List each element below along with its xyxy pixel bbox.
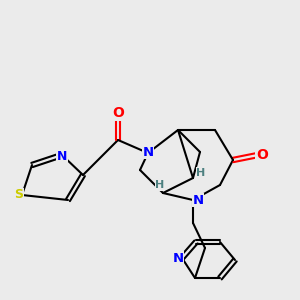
- Text: O: O: [112, 106, 124, 120]
- Text: S: S: [14, 188, 23, 202]
- Text: H: H: [155, 180, 165, 190]
- Text: O: O: [256, 148, 268, 162]
- Text: N: N: [142, 146, 154, 158]
- Text: N: N: [172, 251, 184, 265]
- Text: N: N: [192, 194, 204, 206]
- Text: H: H: [196, 168, 206, 178]
- Text: N: N: [57, 151, 67, 164]
